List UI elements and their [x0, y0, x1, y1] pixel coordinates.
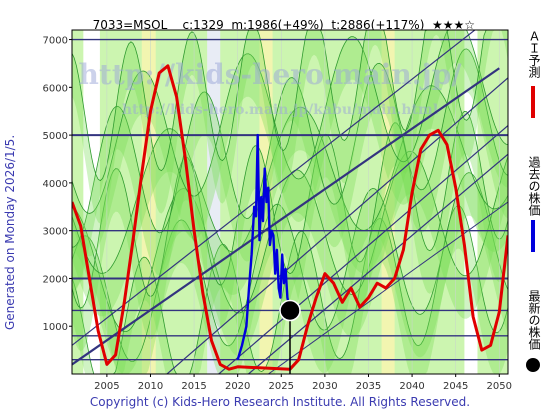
y-tick-label: 3000 [43, 227, 68, 238]
x-tick-label: 2050 [487, 381, 512, 392]
legend: ＡＩ予測 過去の株価 最新の株価 [512, 28, 560, 388]
pale-stripe [83, 30, 100, 374]
generated-date-note: Generated on Monday 2026/1/5. [0, 30, 20, 370]
legend-latest-label: 最新の株価 [527, 290, 541, 350]
x-tick-label: 2005 [94, 381, 119, 392]
y-tick-label: 5000 [43, 131, 68, 142]
x-tick-label: 2010 [138, 381, 163, 392]
x-tick-label: 2035 [356, 381, 381, 392]
generated-date-text: Generated on Monday 2026/1/5. [3, 135, 17, 330]
cycle-band-line [72, 30, 508, 214]
y-tick-label: 1000 [43, 322, 68, 333]
past-price-line [236, 133, 292, 361]
chart-header: 7033=MSOL c:1329 m:1986(+49%) t:2886(+11… [0, 4, 560, 32]
legend-ai-swatch [531, 86, 535, 118]
legend-past-label: 過去の株価 [527, 156, 541, 216]
cycle-band-line [72, 48, 508, 248]
x-tick-label: 2030 [312, 381, 337, 392]
cycle-bands [72, 30, 508, 374]
y-tick-label: 2000 [43, 274, 68, 285]
copyright-footer: Copyright (c) Kids-Hero Research Institu… [89, 395, 471, 409]
trend-line [72, 67, 500, 366]
y-tick-label: 6000 [43, 83, 68, 94]
x-tick-label: 2025 [269, 381, 294, 392]
cycle-band-line [72, 172, 508, 363]
legend-past-swatch [531, 220, 535, 252]
mid-forecast: m:1986(+49%) [231, 18, 324, 32]
cycle-band [72, 30, 508, 257]
legend-ai-label: ＡＩ予測 [527, 30, 541, 78]
cycle-band-line [72, 85, 508, 274]
watermark-line-1: http://kids-hero.main.jp/ [79, 58, 463, 91]
x-tick-label: 2045 [443, 381, 468, 392]
watermark: http://kids-hero.main.jp/ http://kids-he… [79, 58, 463, 118]
cycle-band [72, 30, 508, 224]
x-tick-label: 2020 [225, 381, 250, 392]
plot-frame [71, 29, 509, 375]
ai-prediction-line [72, 64, 508, 371]
trend-lines [72, 30, 508, 374]
trend-line [267, 201, 508, 374]
latest-price-marker [279, 299, 301, 322]
watermark-line-2: http://kids-hero.main.jp/kabu/main.html [122, 102, 438, 118]
legend-latest-swatch [526, 358, 540, 372]
cycle-band [72, 205, 508, 374]
x-tick-label: 2015 [181, 381, 206, 392]
cycle-band [72, 172, 508, 374]
cycle-band [72, 111, 508, 351]
stock-code: 7033=MSOL [92, 18, 168, 32]
trend-line [72, 30, 476, 346]
cycle-band-line [72, 110, 508, 309]
axes: 1000 2000 3000 4000 5000 6000 7000 2005 2010 2015… [43, 29, 512, 392]
cycle-band [72, 151, 508, 374]
y-tick-label: 4000 [43, 179, 68, 190]
cycle-band [72, 85, 508, 317]
pale-stripe [464, 30, 478, 374]
trend-line [247, 153, 508, 374]
price-series [72, 64, 508, 374]
current-price: c:1329 [182, 18, 224, 32]
x-tick-label: 2040 [399, 381, 424, 392]
cycle-band [72, 48, 508, 291]
cycle-band-line [72, 205, 508, 374]
target-forecast: t:2886(+117%) [331, 18, 425, 32]
y-tick-label: 7000 [43, 36, 68, 47]
rating-stars: ★★★☆ [432, 18, 476, 32]
